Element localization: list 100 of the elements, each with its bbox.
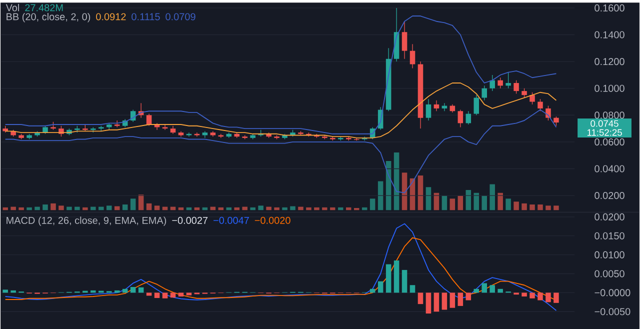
bar	[186, 292, 192, 296]
candlestick	[522, 88, 527, 98]
bar	[130, 286, 136, 293]
candlestick	[162, 124, 168, 130]
candlestick	[402, 21, 408, 60]
bar	[530, 292, 535, 298]
bar	[170, 292, 176, 298]
bar	[426, 187, 432, 210]
annotation: −0.0027	[172, 216, 208, 224]
bar	[466, 292, 472, 300]
bar	[546, 206, 551, 210]
bar	[458, 292, 464, 306]
candlestick	[410, 44, 416, 69]
y-tick-label: 0.0200	[594, 213, 624, 220]
bar	[98, 206, 104, 210]
bar	[434, 292, 440, 312]
bar	[250, 207, 256, 210]
y-tick-label: 0.1600	[594, 4, 624, 12]
candlestick	[546, 105, 551, 121]
candlestick	[426, 98, 432, 121]
bar	[266, 206, 272, 210]
bar	[450, 292, 456, 308]
y-tick-label: 0.0600	[594, 138, 624, 146]
bar	[402, 270, 408, 293]
bar	[234, 207, 240, 210]
bar	[290, 206, 296, 210]
candlestick	[146, 113, 152, 126]
y-tick-label: 0.0050	[594, 270, 624, 278]
bar	[482, 196, 487, 210]
bar	[306, 207, 312, 210]
bar	[442, 196, 448, 210]
candlestick	[554, 116, 559, 126]
bar	[18, 207, 24, 210]
text: 0.0745	[590, 120, 618, 127]
bar	[554, 292, 559, 303]
bar	[498, 288, 503, 293]
annotation: −0.0020	[254, 216, 290, 224]
y-tick-label: 0.1400	[594, 31, 624, 38]
bar	[450, 198, 456, 210]
bar	[90, 206, 96, 210]
bar	[130, 198, 136, 210]
y-tick-label: 0.0400	[594, 165, 624, 172]
bar	[90, 290, 96, 293]
bar	[474, 288, 480, 293]
bar	[34, 206, 40, 210]
bar	[490, 184, 495, 210]
bar	[146, 292, 152, 296]
bar	[106, 206, 112, 210]
bar	[394, 260, 400, 293]
bar	[226, 207, 232, 210]
bar	[66, 206, 72, 210]
bar	[378, 281, 384, 293]
annotation: BB (20, close, 2, 0)	[6, 12, 90, 22]
annotation: 27.482M	[25, 4, 63, 12]
y-tick-label: 0.0150	[594, 232, 624, 240]
bar	[426, 292, 432, 314]
candlestick	[530, 92, 535, 105]
bar	[154, 292, 160, 298]
bar	[498, 192, 503, 210]
bar	[242, 206, 248, 210]
candlestick	[490, 74, 495, 92]
bar	[538, 292, 543, 300]
bar	[458, 196, 464, 210]
bar	[282, 207, 288, 210]
bar	[258, 206, 264, 210]
annotation: 0.1115	[132, 13, 160, 20]
bar	[162, 292, 168, 298]
bar	[418, 175, 424, 210]
bar	[178, 292, 184, 296]
candlestick	[474, 94, 480, 116]
bar	[554, 206, 559, 210]
annotation: 0.0912	[96, 13, 126, 20]
bar	[114, 206, 120, 210]
bar	[506, 198, 511, 210]
bar	[2, 290, 8, 293]
bar	[530, 204, 535, 210]
bar	[474, 192, 480, 210]
bar	[514, 202, 519, 210]
bar	[58, 206, 64, 210]
candlestick	[458, 109, 464, 128]
y-tick-label: 0.1200	[594, 58, 624, 66]
bar	[546, 292, 551, 302]
bar	[26, 207, 32, 210]
y-tick-label: 0.0100	[594, 251, 624, 258]
bar	[298, 206, 304, 210]
bar	[522, 292, 527, 296]
bar	[82, 207, 88, 210]
bar	[482, 283, 487, 293]
candlestick	[482, 85, 487, 101]
candlestick	[466, 110, 472, 125]
bar	[538, 204, 543, 210]
bar	[50, 203, 56, 210]
bar	[386, 264, 392, 293]
bar	[370, 198, 376, 210]
bar	[418, 292, 424, 304]
bar	[154, 206, 160, 210]
bar	[314, 207, 320, 210]
y-tick-label: 0.1000	[594, 84, 624, 92]
bar	[490, 285, 495, 293]
bar	[10, 290, 16, 293]
